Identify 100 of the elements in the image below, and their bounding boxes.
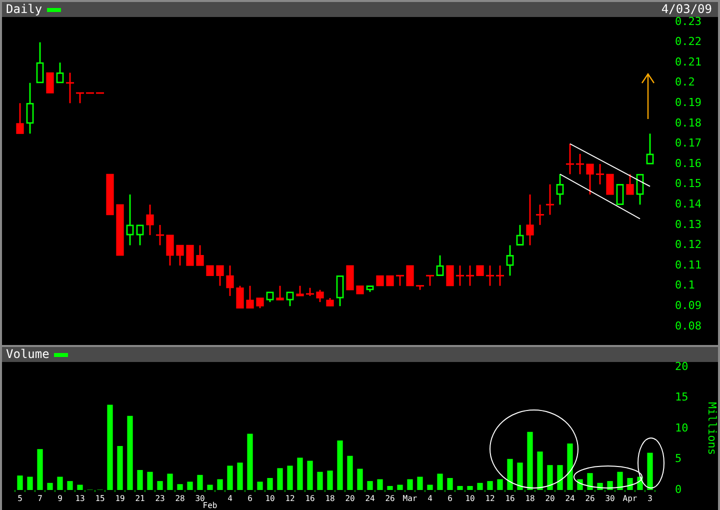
candlestick (246, 285, 254, 309)
y-tick-label: 0.08 (675, 319, 702, 332)
bar (187, 482, 193, 490)
bar (367, 481, 373, 490)
candlestick (256, 297, 264, 309)
legend-label: Volume (6, 347, 50, 361)
x-tick-label: 30 (195, 494, 205, 504)
bar (137, 470, 143, 490)
candlestick (406, 265, 414, 286)
bar (177, 484, 183, 490)
x-tick-label: Mar (402, 494, 418, 504)
y-tick-label: 0.15 (675, 177, 702, 190)
bar (167, 474, 173, 490)
bar (227, 466, 233, 490)
bar (587, 473, 593, 490)
candlestick (56, 62, 64, 84)
bar (107, 404, 113, 490)
y-tick-label: 15 (675, 390, 688, 404)
y-tick-label: 10 (675, 421, 688, 434)
candlestick (216, 264, 224, 287)
candlestick (636, 173, 644, 206)
bar (57, 476, 63, 490)
candlestick (556, 173, 564, 206)
y-tick-label: 0.17 (675, 136, 702, 150)
candlestick (526, 194, 534, 246)
bar (377, 479, 383, 490)
bar (67, 481, 73, 490)
text: 4/03/09 (661, 2, 712, 16)
y-tick-label: 0.12 (675, 238, 702, 252)
bar (477, 482, 483, 490)
bar (287, 466, 293, 490)
candlestick (226, 264, 234, 297)
x-tick-label: 30 (605, 494, 615, 504)
y-tick-label: 0.2 (675, 76, 695, 89)
y-tick-label: 0.23 (675, 14, 702, 28)
candlestick (616, 184, 624, 205)
x-tick-label: 16 (305, 494, 315, 504)
bar (357, 468, 363, 490)
x-tick-label: 19 (115, 494, 125, 504)
candlestick (146, 204, 154, 236)
x-tick-label: 9 (58, 494, 63, 504)
candlestick (436, 254, 444, 276)
x-tick-label: 16 (505, 494, 515, 504)
candlestick (446, 265, 454, 286)
x-tick-label: Feb (202, 501, 218, 510)
bar (277, 468, 283, 490)
bar (397, 484, 403, 490)
x-tick-label: 20 (345, 494, 355, 504)
x-tick-label: 3 (648, 494, 653, 504)
bar (317, 472, 323, 490)
x-tick-label: 18 (525, 494, 535, 504)
bar (547, 465, 553, 490)
y-tick-label: 0.1 (675, 278, 695, 292)
bar (77, 484, 83, 490)
candlestick (286, 291, 294, 307)
x-tick-label: 7 (38, 494, 43, 504)
bar (627, 478, 633, 490)
bar (387, 486, 393, 490)
candlestick (336, 274, 344, 307)
bar (457, 486, 463, 490)
x-tick-label: 26 (585, 494, 595, 504)
bar (347, 456, 353, 490)
bar (237, 462, 243, 490)
candlestick (36, 42, 44, 84)
bar (617, 472, 623, 490)
bar (327, 470, 333, 490)
bar (27, 476, 33, 490)
y-tick-label: 20 (675, 360, 688, 373)
bar (497, 479, 503, 490)
bar (37, 449, 43, 490)
y-tick-label: 0.09 (675, 298, 702, 312)
bar (47, 482, 53, 490)
bar (207, 484, 213, 490)
candlestick (26, 82, 34, 134)
candlestick (626, 173, 634, 196)
y-axis-title: Millions (706, 402, 719, 455)
candlestick (476, 265, 484, 276)
bar (307, 460, 313, 490)
x-tick-label: 12 (285, 494, 295, 504)
x-tick-label: 24 (365, 494, 375, 504)
x-tick-label: 10 (265, 494, 275, 504)
bar (507, 458, 513, 490)
candlestick (236, 285, 244, 309)
y-tick-label: 0.16 (675, 156, 702, 170)
candlestick (506, 244, 514, 276)
bar (487, 481, 493, 490)
bar (247, 434, 253, 490)
bar (257, 482, 263, 490)
candlestick (516, 224, 524, 246)
y-tick-label: 0.14 (675, 198, 702, 210)
bar (437, 474, 443, 490)
candlestick (196, 244, 204, 266)
bar (157, 481, 163, 490)
candlestick (206, 265, 214, 276)
candlestick (186, 244, 194, 266)
x-tick-label: 4 (228, 494, 233, 504)
x-tick-label: 24 (565, 494, 575, 504)
x-tick-label: 4 (428, 494, 433, 504)
x-tick-label: 15 (95, 494, 105, 504)
x-tick-label: 23 (155, 494, 165, 504)
